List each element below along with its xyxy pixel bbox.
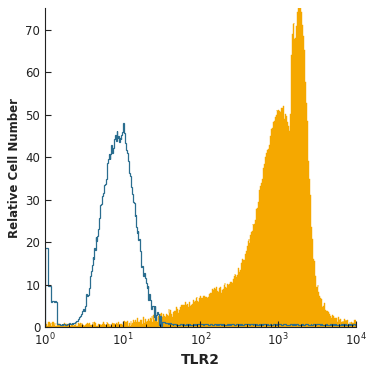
Y-axis label: Relative Cell Number: Relative Cell Number <box>8 98 21 238</box>
X-axis label: TLR2: TLR2 <box>181 352 220 367</box>
